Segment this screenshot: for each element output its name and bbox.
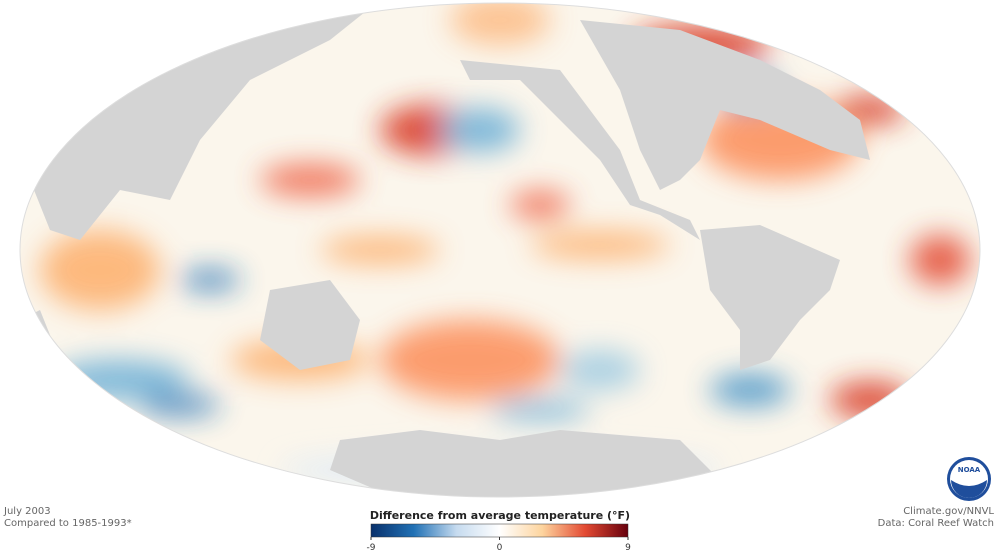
source: Data: Coral Reef Watch <box>878 518 994 529</box>
scale-ticks: -9 0 9 <box>367 537 631 553</box>
legend-title: Difference from average temperature (°F) <box>370 509 630 522</box>
tick-label: 0 <box>497 543 503 553</box>
publisher: Climate.gov/NNVL <box>903 506 994 517</box>
date: July 2003 <box>3 506 51 517</box>
globe-outline <box>19 2 981 498</box>
baseline: Compared to 1985-1993* <box>4 518 132 529</box>
color-scale <box>370 523 629 538</box>
noaa-logo: NOAA <box>947 457 991 501</box>
tick-label: 9 <box>625 543 631 553</box>
svg-text:NOAA: NOAA <box>958 466 981 474</box>
tick-label: -9 <box>367 543 376 553</box>
